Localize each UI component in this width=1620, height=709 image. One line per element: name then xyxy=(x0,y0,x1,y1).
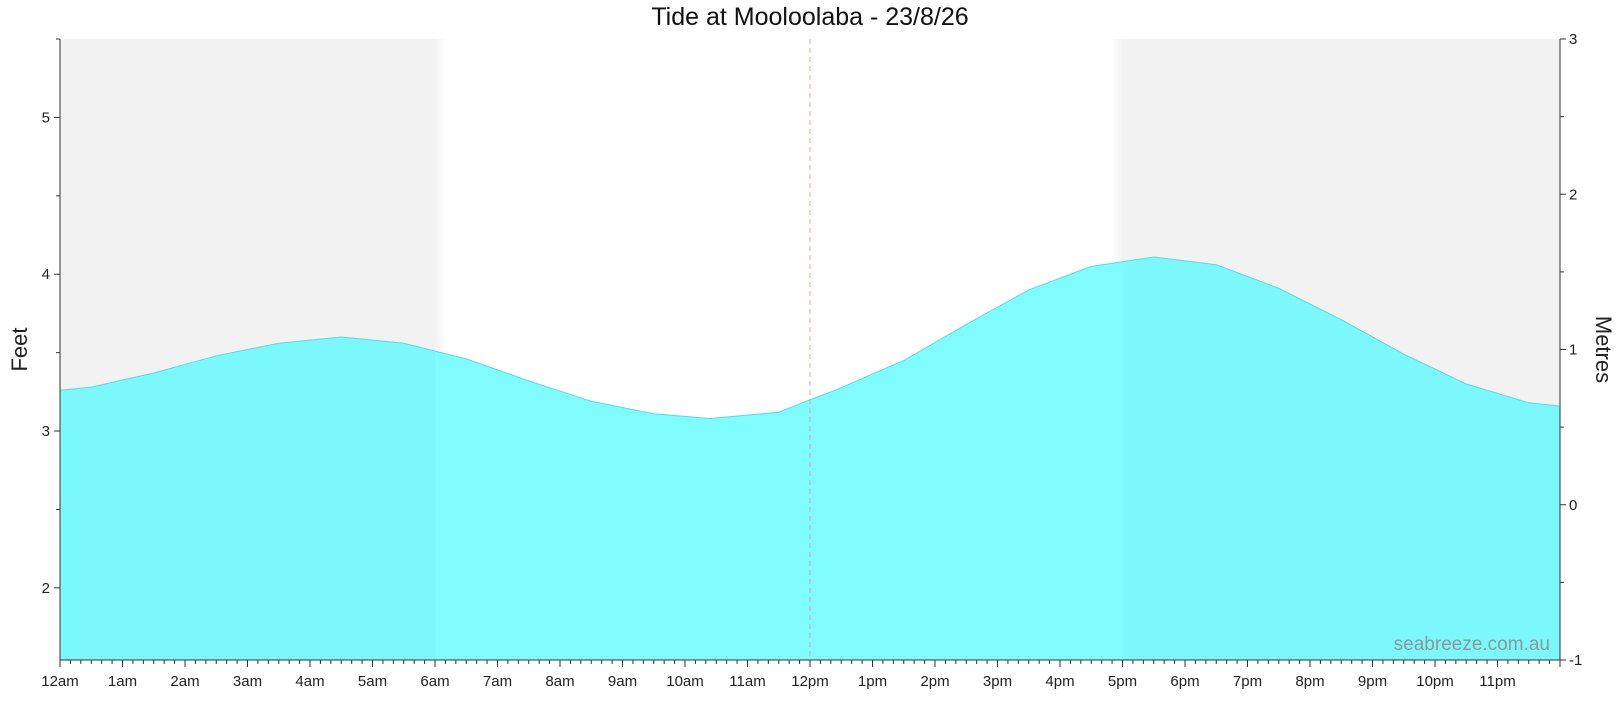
x-tick-label: 6am xyxy=(420,673,449,690)
x-tick-label: 6pm xyxy=(1170,673,1199,690)
y2-tick-label: 1 xyxy=(1569,342,1577,359)
x-tick-label: 5am xyxy=(358,673,387,690)
axes: 2 3 4 5 -1 0 1 2 3 12am 1am 2am 3am 4am 5am 6am 7am 8am 9a… xyxy=(41,31,1582,690)
x-tick-label: 9pm xyxy=(1358,673,1387,690)
y-tick-label: 4 xyxy=(42,266,50,283)
y-tick-label: 3 xyxy=(42,423,50,440)
y2-tick-label: 3 xyxy=(1569,31,1577,48)
x-tick-label: 1pm xyxy=(858,673,887,690)
x-tick-label: 4am xyxy=(295,673,324,690)
x-tick-label: 8pm xyxy=(1295,673,1324,690)
night-shade-edge xyxy=(435,39,445,660)
chart-title: Tide at Mooloolaba - 23/8/26 xyxy=(651,3,968,31)
x-tick-label: 7pm xyxy=(1233,673,1262,690)
y-tick-label: 5 xyxy=(42,109,50,126)
y2-tick-label: 2 xyxy=(1569,186,1577,203)
x-tick-label: 7am xyxy=(483,673,512,690)
x-tick-label: 12am xyxy=(41,673,79,690)
x-tick-label: 2pm xyxy=(920,673,949,690)
x-tick-label: 3pm xyxy=(983,673,1012,690)
y-tick-label: 2 xyxy=(42,580,50,597)
tide-area xyxy=(59,256,1561,660)
x-tick-label: 1am xyxy=(108,673,137,690)
x-tick-label: 10pm xyxy=(1416,673,1454,690)
x-tick-label: 11am xyxy=(729,673,765,690)
x-tick-label: 9am xyxy=(608,673,637,690)
x-tick-label: 4pm xyxy=(1045,673,1074,690)
tide-area-night-2 xyxy=(1122,257,1560,660)
tide-area-night-1 xyxy=(60,337,435,660)
x-tick-label: 12pm xyxy=(791,673,829,690)
y2-tick-label: 0 xyxy=(1569,497,1577,514)
x-tick-label: 2am xyxy=(170,673,199,690)
x-tick-label: 5pm xyxy=(1108,673,1137,690)
x-tick-label: 11pm xyxy=(1479,673,1515,690)
x-tick-label: 3am xyxy=(233,673,262,690)
y2-axis-title: Metres xyxy=(1591,316,1616,383)
x-tick-label: 8am xyxy=(545,673,574,690)
watermark: seabreeze.com.au xyxy=(1394,634,1550,655)
y-axis-title: Feet xyxy=(7,327,32,371)
x-tick-label: 10am xyxy=(666,673,704,690)
y2-tick-label: -1 xyxy=(1569,652,1582,669)
